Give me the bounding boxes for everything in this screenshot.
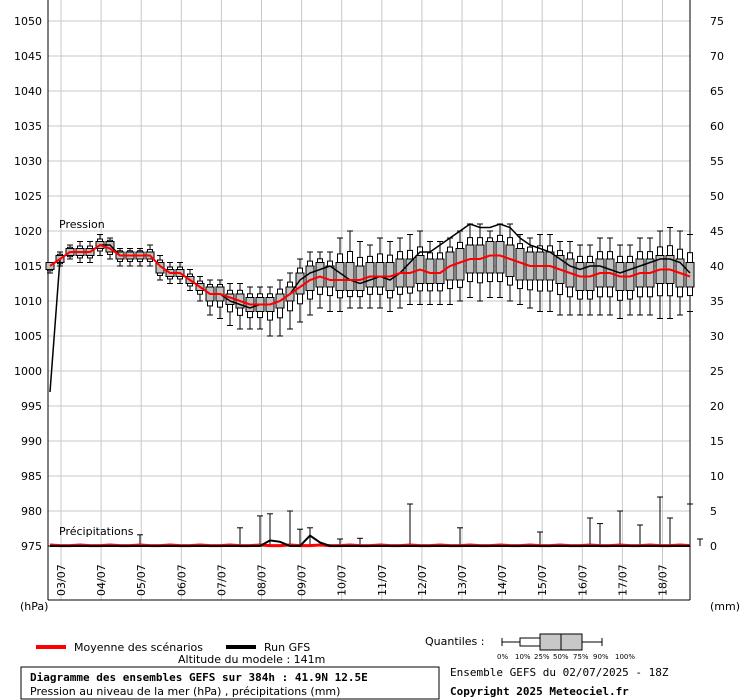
precip-tick-label: 75 <box>710 15 724 28</box>
date-axis: 03/07 04/07 05/07 06/07 07/07 08/07 09/07 10/07… <box>55 564 670 596</box>
precip-tick-label: 25 <box>710 365 724 378</box>
quantile-label: 50% <box>553 653 569 661</box>
date-tick-label: 09/07 <box>296 564 309 596</box>
precip-bars <box>49 496 703 548</box>
precip-panel-label: Précipitations <box>59 525 134 538</box>
box-inner <box>315 262 325 288</box>
date-tick-label: 11/07 <box>376 564 389 596</box>
date-tick-label: 13/07 <box>456 564 469 596</box>
pressure-tick-label: 1020 <box>14 225 42 238</box>
precip-tick-label: 5 <box>710 505 717 518</box>
pressure-tick-label: 1010 <box>14 295 42 308</box>
grid <box>47 0 691 601</box>
altitude-label: Altitude du modele : 141m <box>178 653 325 666</box>
quantiles-title: Quantiles : <box>425 635 484 648</box>
chart-subtitle: Pression au niveau de la mer (hPa) , pré… <box>30 685 340 698</box>
pressure-axis: 975 980 985 990 995 1000 1005 1010 1015 1020 1025 1… <box>14 15 42 553</box>
legend: Moyenne des scénarios Run GFS Altitude d… <box>36 633 635 666</box>
quantiles-box-icon <box>501 633 603 651</box>
precip-axis: 0 5 10 15 20 25 30 35 40 45 50 55 60 65 70 75 <box>710 15 724 553</box>
precip-tick-label: 35 <box>710 295 724 308</box>
pressure-tick-label: 1015 <box>14 260 42 273</box>
precip-tick-label: 50 <box>710 190 724 203</box>
date-tick-label: 18/07 <box>657 564 670 596</box>
date-tick-label: 04/07 <box>95 564 108 596</box>
pressure-tick-label: 1045 <box>14 50 42 63</box>
quantile-label: 10% <box>515 653 531 661</box>
date-tick-label: 12/07 <box>416 564 429 596</box>
precip-tick-label: 70 <box>710 50 724 63</box>
date-tick-label: 05/07 <box>135 564 148 596</box>
precip-tick-label: 45 <box>710 225 724 238</box>
chart-title: Diagramme des ensembles GEFS sur 384h : … <box>30 671 368 684</box>
legend-gfs-label: Run GFS <box>264 641 310 654</box>
pressure-tick-label: 1005 <box>14 330 42 343</box>
pressure-tick-label: 985 <box>21 470 42 483</box>
info-box <box>20 666 440 700</box>
precip-tick-label: 10 <box>710 470 724 483</box>
quantile-label: 25% <box>534 653 550 661</box>
pressure-tick-label: 1050 <box>14 15 42 28</box>
date-tick-label: 10/07 <box>336 564 349 596</box>
precip-unit-label: (mm) <box>710 600 740 613</box>
pressure-tick-label: 1035 <box>14 120 42 133</box>
date-tick-label: 08/07 <box>256 564 269 596</box>
precip-gfs-line <box>50 534 690 547</box>
precip-tick-label: 40 <box>710 260 724 273</box>
pressure-tick-label: 1000 <box>14 365 42 378</box>
pressure-tick-label: 1025 <box>14 190 42 203</box>
quantile-label: 90% <box>593 653 609 661</box>
box-inner <box>325 265 335 288</box>
pressure-unit-label: (hPa) <box>20 600 48 613</box>
quantile-labels: 0% 10% 25% 50% 75% 90% 100% <box>497 653 635 661</box>
pressure-tick-label: 975 <box>21 540 42 553</box>
series-lines <box>49 223 691 393</box>
date-tick-label: 14/07 <box>496 564 509 596</box>
pressure-panel-label: Pression <box>59 218 105 231</box>
date-tick-label: 06/07 <box>175 564 188 596</box>
date-tick-label: 03/07 <box>55 564 68 596</box>
quantile-label: 100% <box>615 653 635 661</box>
box-inner <box>345 262 355 291</box>
pressure-tick-label: 980 <box>21 505 42 518</box>
precip-tick-label: 55 <box>710 155 724 168</box>
pressure-tick-label: 1030 <box>14 155 42 168</box>
copyright-label: Copyright 2025 Meteociel.fr <box>450 685 629 698</box>
pressure-tick-label: 1040 <box>14 85 42 98</box>
date-tick-label: 15/07 <box>536 564 549 596</box>
quantile-label: 75% <box>573 653 589 661</box>
legend-mean-label: Moyenne des scénarios <box>74 641 203 654</box>
date-tick-label: 16/07 <box>576 564 589 596</box>
ensemble-run-label: Ensemble GEFS du 02/07/2025 - 18Z <box>450 666 669 679</box>
pressure-tick-label: 995 <box>21 400 42 413</box>
date-tick-label: 17/07 <box>616 564 629 596</box>
precip-tick-label: 65 <box>710 85 724 98</box>
box-inner <box>375 262 385 288</box>
pressure-tick-label: 990 <box>21 435 42 448</box>
quantile-label: 0% <box>497 653 508 661</box>
date-tick-label: 07/07 <box>215 564 228 596</box>
precip-tick-label: 0 <box>710 540 717 553</box>
precip-tick-label: 15 <box>710 435 724 448</box>
box-inner <box>365 262 375 288</box>
box-inner <box>335 262 345 291</box>
mean-pressure-line <box>49 243 691 306</box>
precip-tick-label: 60 <box>710 120 724 133</box>
precip-tick-label: 30 <box>710 330 724 343</box>
precip-tick-label: 20 <box>710 400 724 413</box>
